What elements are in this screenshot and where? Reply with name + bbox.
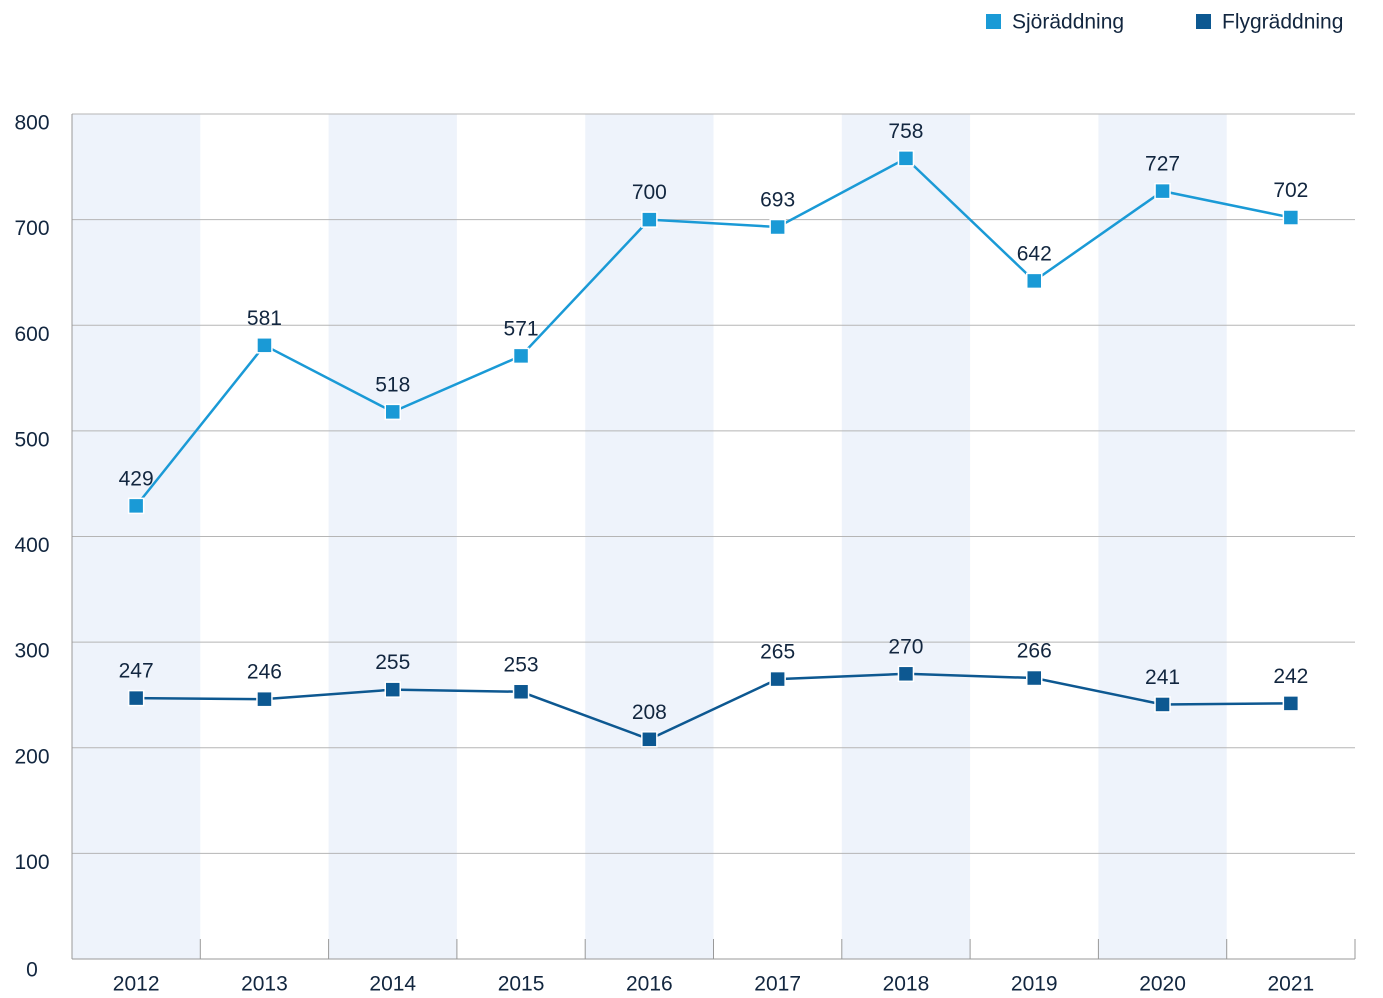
point-marker — [769, 218, 786, 236]
point-marker — [1282, 695, 1300, 712]
data-label: 241 — [1145, 666, 1180, 689]
y-tick-label: 200 — [14, 745, 49, 768]
y-tick-label: 800 — [14, 112, 49, 135]
legend-label: Flygräddning — [1222, 11, 1343, 34]
x-tick-label: 2020 — [1139, 973, 1186, 996]
point-marker — [127, 497, 145, 515]
y-tick-label: 700 — [14, 217, 49, 240]
x-tick-label: 2017 — [754, 973, 801, 996]
point-marker — [384, 681, 401, 698]
point-marker — [1282, 209, 1300, 226]
data-label: 642 — [1017, 242, 1052, 265]
series-line — [135, 156, 1292, 507]
data-label: 727 — [1145, 153, 1180, 176]
x-tick-label: 2015 — [498, 973, 545, 996]
data-label: 758 — [888, 120, 923, 143]
y-tick-label: 0 — [26, 959, 38, 982]
point-marker — [897, 150, 915, 167]
x-tick-label: 2019 — [1011, 973, 1058, 996]
legend-label: Sjöräddning — [1012, 11, 1124, 34]
data-label: 242 — [1273, 665, 1308, 688]
point-marker — [1154, 182, 1171, 200]
x-tick-label: 2018 — [883, 973, 930, 996]
x-tick-label: 2014 — [369, 973, 416, 996]
data-label: 265 — [760, 641, 795, 664]
data-label: 266 — [1017, 640, 1052, 663]
point-marker — [1026, 272, 1043, 290]
data-label: 571 — [504, 317, 539, 340]
point-marker — [384, 403, 401, 421]
point-marker — [1154, 696, 1171, 713]
point-marker — [897, 665, 915, 683]
series-line — [136, 672, 1291, 741]
point-marker — [512, 683, 530, 701]
y-tick-label: 100 — [14, 851, 49, 874]
point-marker — [127, 689, 145, 707]
data-label: 702 — [1273, 179, 1308, 202]
x-tick-label: 2016 — [626, 973, 673, 996]
data-label: 429 — [119, 467, 154, 490]
y-tick-label: 400 — [14, 534, 49, 557]
point-marker — [769, 670, 786, 688]
point-marker — [512, 347, 530, 365]
x-tick-label: 2012 — [113, 973, 160, 996]
legend-swatch — [986, 14, 1001, 29]
point-marker — [256, 337, 273, 354]
legend-swatch — [1196, 14, 1211, 29]
x-tick-label: 2021 — [1267, 973, 1314, 996]
data-label: 518 — [375, 373, 410, 396]
data-label: 255 — [375, 651, 410, 674]
point-marker — [256, 690, 273, 708]
data-label: 693 — [760, 189, 795, 212]
data-label: 270 — [888, 635, 923, 658]
point-marker — [1026, 669, 1043, 687]
data-label: 253 — [504, 653, 539, 676]
x-tick-label: 2013 — [241, 973, 288, 996]
data-label: 700 — [632, 181, 667, 204]
point-marker — [641, 731, 658, 748]
y-tick-label: 500 — [14, 428, 49, 451]
point-marker — [641, 211, 658, 228]
y-tick-label: 600 — [14, 323, 49, 346]
y-tick-label: 300 — [14, 640, 49, 663]
data-label: 208 — [632, 701, 667, 724]
data-label: 247 — [119, 660, 154, 683]
data-label: 246 — [247, 661, 282, 684]
data-label: 581 — [247, 307, 282, 330]
